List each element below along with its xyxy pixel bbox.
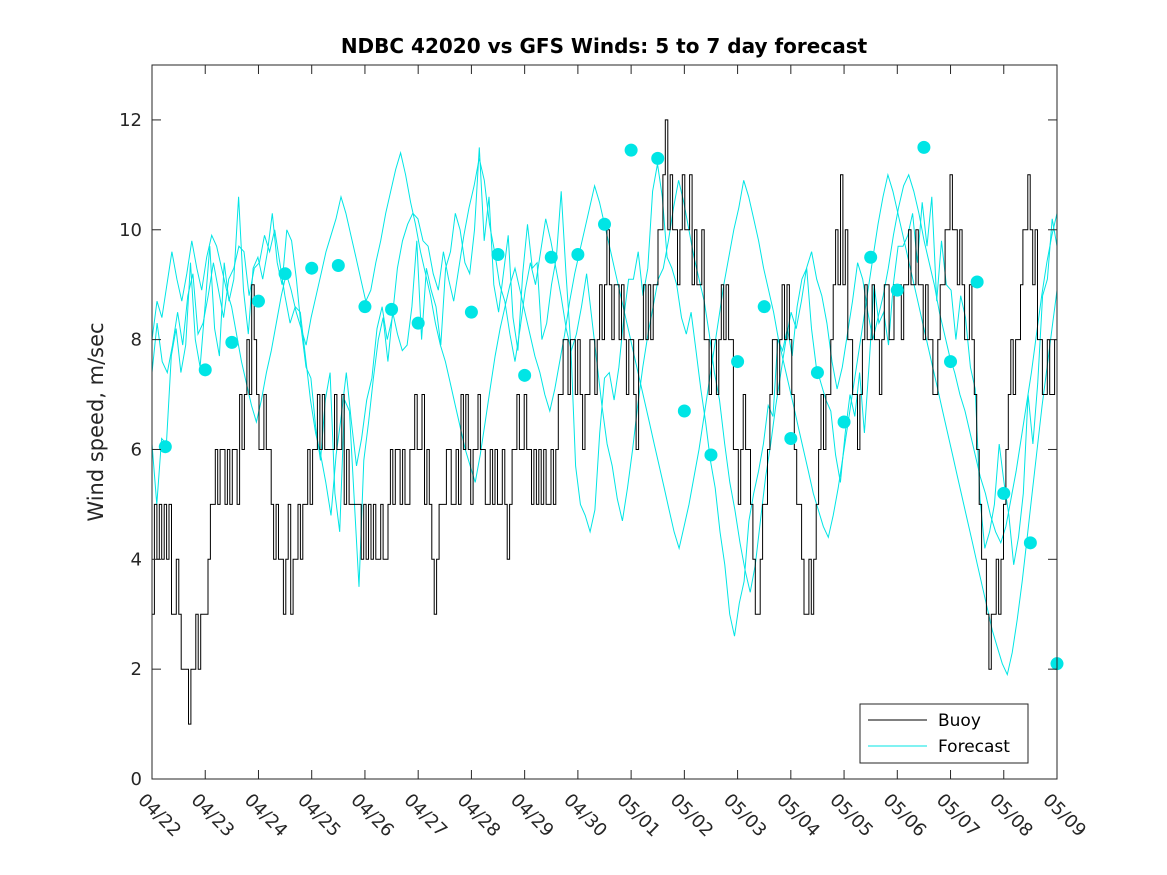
chart-title: NDBC 42020 vs GFS Winds: 5 to 7 day fore… <box>341 34 868 58</box>
forecast-marker <box>158 440 172 454</box>
forecast-series-line <box>151 147 1058 637</box>
forecast-marker <box>624 143 638 157</box>
legend-box <box>859 703 1029 764</box>
forecast-marker <box>544 250 558 264</box>
forecast-marker <box>598 217 611 231</box>
forecast-marker <box>464 305 478 319</box>
forecast-marker <box>864 250 878 264</box>
forecast-marker <box>571 247 585 261</box>
forecast-marker <box>704 448 718 462</box>
forecast-marker <box>1023 536 1037 550</box>
forecast-marker <box>225 335 239 349</box>
y-axis-label: Wind speed, m/sec <box>84 322 108 521</box>
legend-forecast-label: Forecast <box>938 737 1010 757</box>
y-tick-label: 10 <box>119 220 142 241</box>
forecast-marker <box>970 275 984 289</box>
forecast-marker <box>358 300 372 314</box>
legend-buoy-label: Buoy <box>938 711 981 731</box>
forecast-marker <box>997 486 1011 500</box>
forecast-marker <box>198 363 212 377</box>
y-tick-label: 2 <box>131 659 142 680</box>
forecast-marker <box>305 261 319 275</box>
forecast-marker <box>731 355 745 369</box>
forecast-marker <box>677 404 691 418</box>
y-tick-label: 8 <box>131 330 142 351</box>
forecast-marker <box>757 300 771 314</box>
forecast-marker <box>651 151 665 165</box>
forecast-marker <box>518 368 532 382</box>
buoy-series-line <box>152 119 1057 725</box>
legend: Buoy Forecast <box>859 703 1029 764</box>
forecast-marker <box>784 431 798 445</box>
forecast-marker <box>491 247 505 261</box>
y-tick-label: 12 <box>119 110 142 131</box>
y-tick-label: 4 <box>131 549 142 570</box>
forecast-marker <box>944 355 958 369</box>
forecast-marker <box>331 258 345 272</box>
forecast-marker <box>278 267 292 281</box>
forecast-marker <box>917 140 931 154</box>
forecast-marker <box>837 415 851 429</box>
forecast-marker <box>890 283 904 297</box>
forecast-marker <box>411 316 425 330</box>
y-tick-label: 0 <box>131 769 142 790</box>
forecast-marker <box>810 366 824 380</box>
plot-area-frame <box>151 64 1058 780</box>
forecast-marker <box>251 294 265 308</box>
forecast-marker <box>385 302 399 316</box>
y-tick-label: 6 <box>131 439 142 460</box>
